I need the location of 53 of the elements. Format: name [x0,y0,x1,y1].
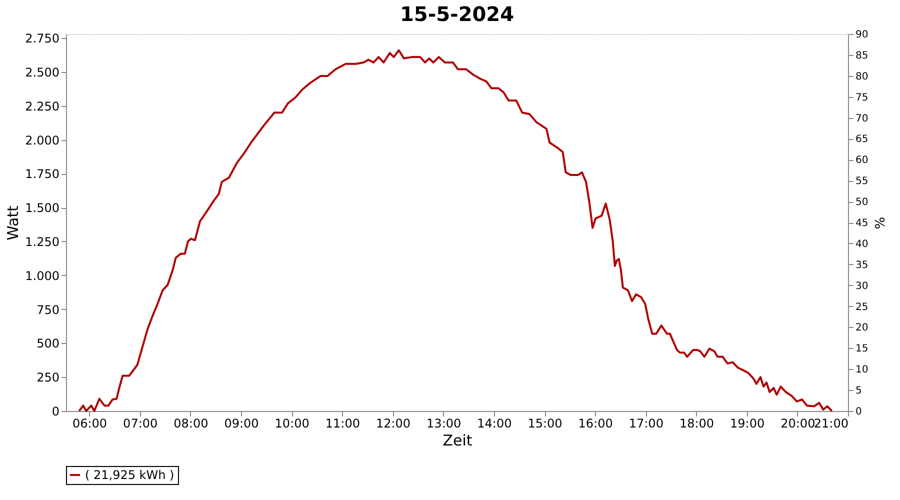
y2-tick-label: 60 [856,155,868,166]
y2-tick-label: 75 [856,92,868,104]
y-tick-label: 500 [36,336,60,351]
y-tick-label: 250 [36,370,60,385]
x-tick-label: 18:00 [679,416,714,430]
y-tick-label: 750 [36,302,60,317]
x-tick-label: 10:00 [274,416,310,430]
x-tick-label: 08:00 [174,416,208,430]
y2-tick-label: 45 [856,218,868,229]
y2-tick-label: 90 [856,30,868,40]
y2-tick-label: 10 [856,364,868,376]
y-tick-label: 1.500 [25,201,60,216]
x-tick-label: 11:00 [325,416,360,430]
chart-title: 15-5-2024 [400,2,514,26]
x-tick-label: 07:00 [123,416,158,430]
x-tick-label: 19:00 [730,416,765,430]
x-tick-label: 09:00 [224,416,259,430]
x-tick-label: 13:00 [426,416,462,430]
x-tick-label: 14:00 [477,416,512,430]
line-series [78,49,833,412]
y-axis-title: Watt [4,205,22,240]
y2-tick-label: 65 [856,134,868,146]
y2-tick-label: 20 [856,322,868,334]
y-tick-label: 2.500 [25,65,60,80]
y-tick-label: 1.250 [25,234,60,249]
y2-tick-label: 15 [856,344,868,355]
y2-tick-label: 55 [856,176,868,188]
y2-tick-label: 25 [856,302,868,313]
legend-label: ( 21,925 kWh ) [85,468,174,482]
x-axis-title: Zeit [442,432,472,450]
x-tick-label: 17:00 [628,416,664,430]
x-tick-label: 21:00 [814,416,848,430]
y2-axis-title: % [871,216,886,230]
y-tick-label: 2.250 [25,99,60,114]
y-tick-label: 2.000 [25,133,60,148]
y2-tick-label: 50 [856,197,868,208]
x-tick-label: 12:00 [376,416,411,430]
x-tick-label: 15:00 [528,416,562,430]
x-tick-label: 16:00 [578,416,613,430]
x-tick-label: 06:00 [72,416,108,430]
y-tick-label: 1.000 [25,268,60,283]
y2-tick-label: 85 [856,50,868,62]
y2-tick-label: 5 [856,386,862,397]
y-tick-label: 0 [52,404,60,418]
y-tick-label: 1.750 [25,167,60,182]
y2-tick-label: 35 [856,260,868,271]
y2-tick-label: 40 [856,238,868,250]
x-tick-label: 20:00 [780,416,816,430]
y2-tick-label: 30 [856,280,868,292]
y2-tick-label: 70 [856,113,868,124]
y-tick-label: 2.750 [25,32,60,46]
y2-tick-label: 80 [856,71,868,82]
y2-tick-label: 0 [856,406,862,418]
